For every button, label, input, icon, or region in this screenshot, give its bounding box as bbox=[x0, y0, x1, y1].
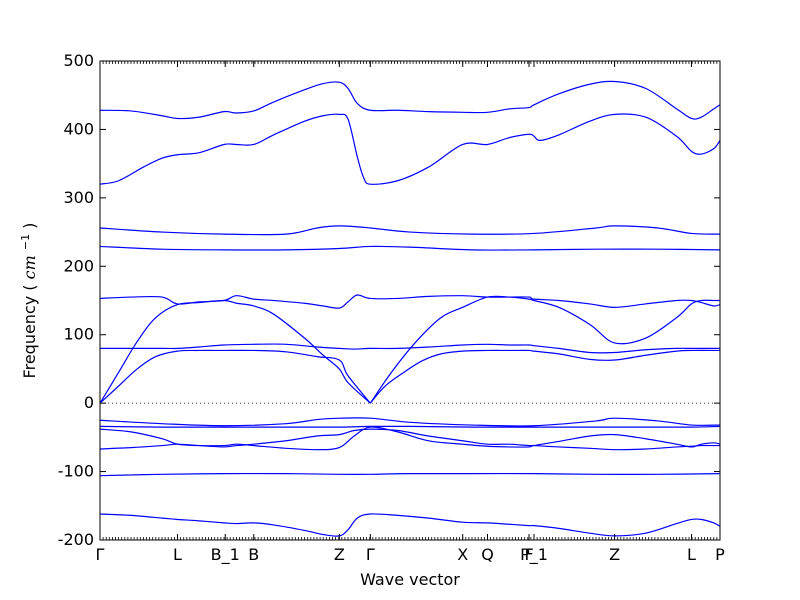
plot-area: -200 -100 0 100 200 300 400 500 Γ L B_1 B Z Γ X Q FP_1 Z… bbox=[58, 51, 725, 565]
y-tick-label: 300 bbox=[63, 188, 94, 207]
phonon-band-line bbox=[369, 295, 720, 404]
y-axis-label-unit-exponent: −1 bbox=[19, 234, 32, 250]
x-tick-label: B_1 bbox=[211, 545, 240, 565]
y-ticks: -200 -100 0 100 200 300 400 500 bbox=[58, 51, 720, 549]
x-tick-label: Q bbox=[481, 545, 494, 564]
phonon-band-line bbox=[369, 349, 721, 404]
y-axis-label-unit: cm bbox=[20, 255, 39, 279]
phonon-band-line bbox=[99, 425, 721, 428]
phonon-band-line bbox=[100, 343, 720, 354]
y-axis-label-close-paren: ) bbox=[20, 223, 39, 229]
series-group bbox=[99, 80, 721, 537]
y-axis-label: Frequency ( cm −1 ) bbox=[14, 223, 39, 379]
phonon-band-line bbox=[99, 113, 721, 185]
phonon-band-line bbox=[99, 428, 720, 451]
y-tick-label: 0 bbox=[84, 393, 94, 412]
phonon-band-line bbox=[99, 245, 721, 251]
x-tick-label: L bbox=[173, 545, 182, 564]
y-tick-label: 100 bbox=[63, 325, 94, 344]
x-tick-label: B bbox=[248, 545, 259, 564]
x-ticks: Γ L B_1 B Z Γ X Q FP_1 Z L P bbox=[96, 61, 725, 565]
x-tick-label: P_1 bbox=[520, 545, 548, 565]
x-tick-label: Γ bbox=[366, 545, 375, 564]
phonon-band-line bbox=[99, 349, 371, 404]
x-tick-label: Z bbox=[609, 545, 620, 564]
y-axis-label-text: Frequency bbox=[20, 296, 39, 379]
x-tick-label: P bbox=[715, 545, 725, 564]
y-tick-label: 400 bbox=[63, 119, 94, 138]
x-tick-label: Z bbox=[334, 545, 345, 564]
y-tick-label: -200 bbox=[58, 530, 94, 549]
phonon-band-line bbox=[99, 417, 721, 427]
y-axis-label-open-paren: ( bbox=[20, 284, 39, 290]
x-tick-label: L bbox=[687, 545, 696, 564]
y-tick-label: -100 bbox=[58, 462, 94, 481]
phonon-band-line bbox=[99, 426, 721, 451]
phonon-band-line bbox=[99, 299, 371, 404]
y-tick-label: 200 bbox=[63, 256, 94, 275]
x-tick-label: F bbox=[524, 545, 533, 564]
phonon-band-line bbox=[99, 225, 721, 236]
y-tick-label: 500 bbox=[63, 51, 94, 70]
phonon-band-line bbox=[99, 513, 721, 537]
phonon-band-line bbox=[99, 80, 721, 120]
x-tick-label: X bbox=[457, 545, 468, 564]
x-tick-label: Γ bbox=[96, 545, 105, 564]
phonon-band-line bbox=[99, 472, 721, 477]
x-axis-label: Wave vector bbox=[360, 570, 460, 589]
